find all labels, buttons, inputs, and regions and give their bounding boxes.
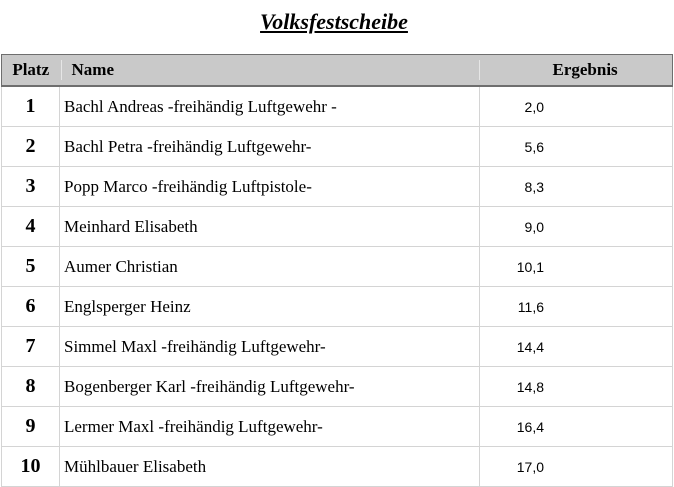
table-row: 10 Mühlbauer Elisabeth 17,0 bbox=[1, 446, 673, 487]
result-cell: 5,6 bbox=[479, 126, 673, 167]
result-cell: 10,1 bbox=[479, 246, 673, 287]
name-cell: Bachl Petra -freihändig Luftgewehr- bbox=[59, 126, 480, 167]
result-value: 17,0 bbox=[516, 458, 544, 475]
rank-cell: 6 bbox=[1, 286, 60, 327]
results-table: Platz Name Ergebnis 1 Bachl Andreas -fre… bbox=[1, 54, 673, 487]
result-value: 2,0 bbox=[524, 98, 544, 115]
table-row: 2 Bachl Petra -freihändig Luftgewehr- 5,… bbox=[1, 126, 673, 167]
document-title: Volksfestscheibe bbox=[260, 9, 408, 34]
name-cell: Englsperger Heinz bbox=[59, 286, 480, 327]
rank-cell: 5 bbox=[1, 246, 60, 287]
table-row: 5 Aumer Christian 10,1 bbox=[1, 246, 673, 287]
result-value: 10,1 bbox=[516, 258, 544, 275]
name-cell: Simmel Maxl -freihändig Luftgewehr- bbox=[59, 326, 480, 367]
table-row: 8 Bogenberger Karl -freihändig Luftgeweh… bbox=[1, 366, 673, 407]
table-row: 9 Lermer Maxl -freihändig Luftgewehr- 16… bbox=[1, 406, 673, 447]
result-cell: 17,0 bbox=[479, 446, 673, 487]
result-cell: 8,3 bbox=[479, 166, 673, 207]
result-cell: 16,4 bbox=[479, 406, 673, 447]
rank-cell: 3 bbox=[1, 166, 60, 207]
table-header: Platz Name Ergebnis bbox=[1, 54, 673, 87]
table-row: 6 Englsperger Heinz 11,6 bbox=[1, 286, 673, 327]
result-value: 16,4 bbox=[516, 418, 544, 435]
name-cell: Popp Marco -freihändig Luftpistole- bbox=[59, 166, 480, 207]
column-header-platz: Platz bbox=[1, 54, 60, 87]
rank-cell: 1 bbox=[1, 86, 60, 127]
name-cell: Lermer Maxl -freihändig Luftgewehr- bbox=[59, 406, 480, 447]
result-value: 8,3 bbox=[524, 178, 544, 195]
rank-cell: 2 bbox=[1, 126, 60, 167]
column-header-name: Name bbox=[59, 54, 480, 87]
rank-cell: 10 bbox=[1, 446, 60, 487]
result-cell: 11,6 bbox=[479, 286, 673, 327]
table-row: 7 Simmel Maxl -freihändig Luftgewehr- 14… bbox=[1, 326, 673, 367]
name-cell: Meinhard Elisabeth bbox=[59, 206, 480, 247]
result-cell: 14,8 bbox=[479, 366, 673, 407]
result-value: 9,0 bbox=[524, 218, 544, 235]
table-row: 4 Meinhard Elisabeth 9,0 bbox=[1, 206, 673, 247]
rank-cell: 8 bbox=[1, 366, 60, 407]
result-cell: 2,0 bbox=[479, 86, 673, 127]
result-cell: 9,0 bbox=[479, 206, 673, 247]
result-value: 11,6 bbox=[517, 298, 544, 315]
rank-cell: 4 bbox=[1, 206, 60, 247]
header-row: Platz Name Ergebnis bbox=[1, 54, 673, 87]
result-value: 14,8 bbox=[516, 378, 544, 395]
name-cell: Aumer Christian bbox=[59, 246, 480, 287]
result-value: 14,4 bbox=[516, 338, 544, 355]
table-row: 3 Popp Marco -freihändig Luftpistole- 8,… bbox=[1, 166, 673, 207]
rank-cell: 9 bbox=[1, 406, 60, 447]
name-cell: Bachl Andreas -freihändig Luftgewehr - bbox=[59, 86, 480, 127]
name-cell: Bogenberger Karl -freihändig Luftgewehr- bbox=[59, 366, 480, 407]
rank-cell: 7 bbox=[1, 326, 60, 367]
result-cell: 14,4 bbox=[479, 326, 673, 367]
table-row: 1 Bachl Andreas -freihändig Luftgewehr -… bbox=[1, 86, 673, 127]
result-value: 5,6 bbox=[524, 138, 544, 155]
name-cell: Mühlbauer Elisabeth bbox=[59, 446, 480, 487]
table-body: 1 Bachl Andreas -freihändig Luftgewehr -… bbox=[1, 86, 673, 487]
column-header-ergebnis: Ergebnis bbox=[479, 54, 673, 87]
